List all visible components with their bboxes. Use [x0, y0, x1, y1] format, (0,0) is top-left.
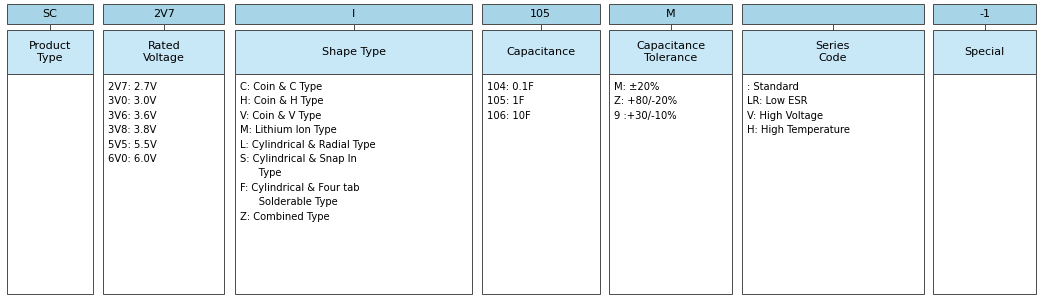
Text: M: ±20%
Z: +80/-20%
9 :+30/-10%: M: ±20% Z: +80/-20% 9 :+30/-10% [614, 82, 677, 121]
Text: 2V7: 2.7V
3V0: 3.0V
3V6: 3.6V
3V8: 3.8V
5V5: 5.5V
6V0: 6.0V: 2V7: 2.7V 3V0: 3.0V 3V6: 3.6V 3V8: 3.8V … [108, 82, 157, 164]
Bar [482, 4, 600, 24]
Bar [742, 30, 924, 74]
Text: Special: Special [965, 47, 1004, 57]
Bar [933, 30, 1036, 74]
Bar [609, 74, 732, 294]
Bar [103, 30, 224, 74]
Bar [482, 74, 600, 294]
Text: Shape Type: Shape Type [321, 47, 386, 57]
Text: -1: -1 [979, 9, 990, 19]
Bar [235, 4, 472, 24]
Text: C: Coin & C Type
H: Coin & H Type
V: Coin & V Type
M: Lithium Ion Type
L: Cylind: C: Coin & C Type H: Coin & H Type V: Coi… [240, 82, 375, 222]
Bar [742, 74, 924, 294]
Text: Series
Code: Series Code [816, 41, 850, 63]
Bar [7, 30, 93, 74]
Bar [482, 30, 600, 74]
Bar [103, 4, 224, 24]
Text: Capacitance: Capacitance [506, 47, 576, 57]
Text: 104: 0.1F
105: 1F
106: 10F: 104: 0.1F 105: 1F 106: 10F [487, 82, 534, 121]
Bar [609, 4, 732, 24]
Text: M: M [665, 9, 676, 19]
Text: 2V7: 2V7 [153, 9, 174, 19]
Bar [609, 30, 732, 74]
Bar [7, 74, 93, 294]
Text: Capacitance
Tolerance: Capacitance Tolerance [636, 41, 705, 63]
Text: : Standard
LR: Low ESR
V: High Voltage
H: High Temperature: : Standard LR: Low ESR V: High Voltage H… [747, 82, 850, 135]
Text: I: I [351, 9, 356, 19]
Bar [933, 4, 1036, 24]
Text: SC: SC [43, 9, 57, 19]
Bar [7, 4, 93, 24]
Bar [103, 74, 224, 294]
Bar [235, 30, 472, 74]
Bar [933, 74, 1036, 294]
Bar [235, 74, 472, 294]
Bar [742, 4, 924, 24]
Text: 105: 105 [530, 9, 552, 19]
Text: Product
Type: Product Type [29, 41, 71, 63]
Text: Rated
Voltage: Rated Voltage [143, 41, 185, 63]
